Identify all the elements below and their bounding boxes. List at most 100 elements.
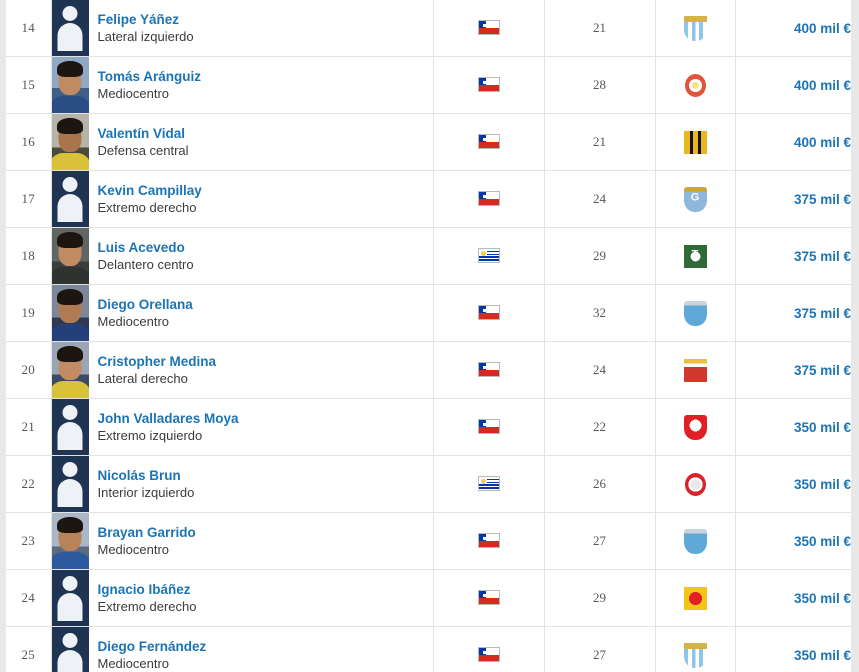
player-name-link[interactable]: Felipe Yáñez <box>97 11 180 27</box>
nationality-cell <box>433 227 545 285</box>
club-cell <box>655 455 736 513</box>
flag-icon-chile <box>477 419 500 435</box>
club-crest-icon[interactable] <box>683 130 707 155</box>
player-photo[interactable] <box>51 342 89 398</box>
player-photo[interactable] <box>51 57 89 113</box>
club-crest-icon[interactable] <box>683 300 707 326</box>
row-rank: 21 <box>6 398 52 456</box>
table-row[interactable]: 23 Brayan Garrido Mediocentro 27 350 mil € <box>6 512 851 570</box>
row-rank: 25 <box>6 626 52 672</box>
table-row[interactable]: 25 Diego Fernández Mediocentro 27 350 mil € <box>6 626 851 672</box>
player-market-value-table-wrapper: 14 Felipe Yáñez Lateral izquierdo 21 400 mil… <box>6 0 851 672</box>
club-crest-icon[interactable] <box>683 358 707 383</box>
market-value[interactable]: 400 mil € <box>735 113 851 171</box>
club-crest-icon[interactable] <box>684 472 707 497</box>
club-crest-icon[interactable] <box>684 73 707 98</box>
player-cell: Luis Acevedo Delantero centro <box>51 227 434 285</box>
row-rank: 24 <box>6 569 52 627</box>
club-crest-icon[interactable] <box>683 528 707 554</box>
club-crest-icon[interactable]: T <box>683 244 707 269</box>
table-row[interactable]: 21 John Valladares Moya Extremo izquierdo 2… <box>6 398 851 456</box>
player-cell: Felipe Yáñez Lateral izquierdo <box>51 0 434 57</box>
player-name-link[interactable]: Kevin Campillay <box>97 182 202 198</box>
market-value[interactable]: 375 mil € <box>735 227 851 285</box>
market-value[interactable]: 350 mil € <box>735 569 851 627</box>
club-crest-icon[interactable] <box>683 586 707 611</box>
table-row[interactable]: 18 Luis Acevedo Delantero centro 29 T 375 mil… <box>6 227 851 285</box>
player-photo-placeholder[interactable] <box>51 0 89 56</box>
market-value[interactable]: 350 mil € <box>735 512 851 570</box>
nationality-cell <box>433 398 545 456</box>
club-cell <box>655 284 736 342</box>
row-rank: 23 <box>6 512 52 570</box>
player-text: Diego Orellana Mediocentro <box>89 285 193 341</box>
player-name-link[interactable]: Diego Fernández <box>97 638 207 654</box>
player-text: John Valladares Moya Extremo izquierdo <box>89 399 239 455</box>
row-rank: 18 <box>6 227 52 285</box>
player-position: Extremo derecho <box>97 598 197 614</box>
table-body: 14 Felipe Yáñez Lateral izquierdo 21 400 mil… <box>6 0 851 672</box>
table-row[interactable]: 16 Valentín Vidal Defensa central 21 400 mil… <box>6 113 851 171</box>
player-name-link[interactable]: Cristopher Medina <box>97 353 217 369</box>
market-value[interactable]: 375 mil € <box>735 284 851 342</box>
player-text: Tomás Aránguiz Mediocentro <box>89 57 202 113</box>
club-cell <box>655 341 736 399</box>
market-value[interactable]: 375 mil € <box>735 170 851 228</box>
player-name-link[interactable]: Ignacio Ibáñez <box>97 581 191 597</box>
player-age: 28 <box>544 56 656 114</box>
club-cell <box>655 512 736 570</box>
player-photo-placeholder[interactable] <box>51 399 89 455</box>
player-name-link[interactable]: Valentín Vidal <box>97 125 186 141</box>
club-cell <box>655 56 736 114</box>
player-cell: Brayan Garrido Mediocentro <box>51 512 434 570</box>
player-photo[interactable] <box>51 513 89 569</box>
player-name-link[interactable]: Brayan Garrido <box>97 524 196 540</box>
table-row[interactable]: 19 Diego Orellana Mediocentro 32 375 mil € <box>6 284 851 342</box>
player-name-link[interactable]: Nicolás Brun <box>97 467 181 483</box>
player-text: Brayan Garrido Mediocentro <box>89 513 196 569</box>
market-value[interactable]: 350 mil € <box>735 626 851 672</box>
table-row[interactable]: 14 Felipe Yáñez Lateral izquierdo 21 400 mil… <box>6 0 851 57</box>
player-photo-placeholder[interactable] <box>51 627 89 672</box>
market-value[interactable]: 375 mil € <box>735 341 851 399</box>
market-value[interactable]: 400 mil € <box>735 56 851 114</box>
flag-icon-chile <box>477 590 500 606</box>
club-cell: G <box>655 170 736 228</box>
player-cell: Valentín Vidal Defensa central <box>51 113 434 171</box>
player-photo-placeholder[interactable] <box>51 171 89 227</box>
player-cell: John Valladares Moya Extremo izquierdo <box>51 398 434 456</box>
table-row[interactable]: 22 Nicolás Brun Interior izquierdo 26 350 mi… <box>6 455 851 513</box>
row-rank: 17 <box>6 170 52 228</box>
player-photo[interactable] <box>51 114 89 170</box>
club-cell <box>655 0 736 57</box>
club-crest-icon[interactable]: G <box>683 186 707 212</box>
player-cell: Diego Orellana Mediocentro <box>51 284 434 342</box>
player-photo[interactable] <box>51 228 89 284</box>
table-row[interactable]: 20 Cristopher Medina Lateral derecho 24 375 … <box>6 341 851 399</box>
player-age: 22 <box>544 398 656 456</box>
player-name-link[interactable]: Tomás Aránguiz <box>97 68 202 84</box>
table-row[interactable]: 15 Tomás Aránguiz Mediocentro 28 400 mil € <box>6 56 851 114</box>
nationality-cell <box>433 455 545 513</box>
table-row[interactable]: 17 Kevin Campillay Extremo derecho 24 G 375 m… <box>6 170 851 228</box>
player-photo[interactable] <box>51 285 89 341</box>
club-crest-icon[interactable] <box>683 414 707 440</box>
market-value[interactable]: 350 mil € <box>735 455 851 513</box>
club-crest-icon[interactable] <box>683 15 707 41</box>
player-photo-placeholder[interactable] <box>51 570 89 626</box>
player-photo-placeholder[interactable] <box>51 456 89 512</box>
player-name-link[interactable]: John Valladares Moya <box>97 410 239 426</box>
player-position: Extremo izquierdo <box>97 427 203 443</box>
player-cell: Cristopher Medina Lateral derecho <box>51 341 434 399</box>
club-crest-icon[interactable] <box>683 642 707 668</box>
player-name-link[interactable]: Luis Acevedo <box>97 239 185 255</box>
market-value[interactable]: 400 mil € <box>735 0 851 57</box>
nationality-cell <box>433 0 545 57</box>
player-position: Mediocentro <box>97 541 170 557</box>
player-age: 27 <box>544 512 656 570</box>
player-cell: Kevin Campillay Extremo derecho <box>51 170 434 228</box>
table-row[interactable]: 24 Ignacio Ibáñez Extremo derecho 29 350 mil… <box>6 569 851 627</box>
player-name-link[interactable]: Diego Orellana <box>97 296 193 312</box>
flag-icon-chile <box>477 305 500 321</box>
market-value[interactable]: 350 mil € <box>735 398 851 456</box>
